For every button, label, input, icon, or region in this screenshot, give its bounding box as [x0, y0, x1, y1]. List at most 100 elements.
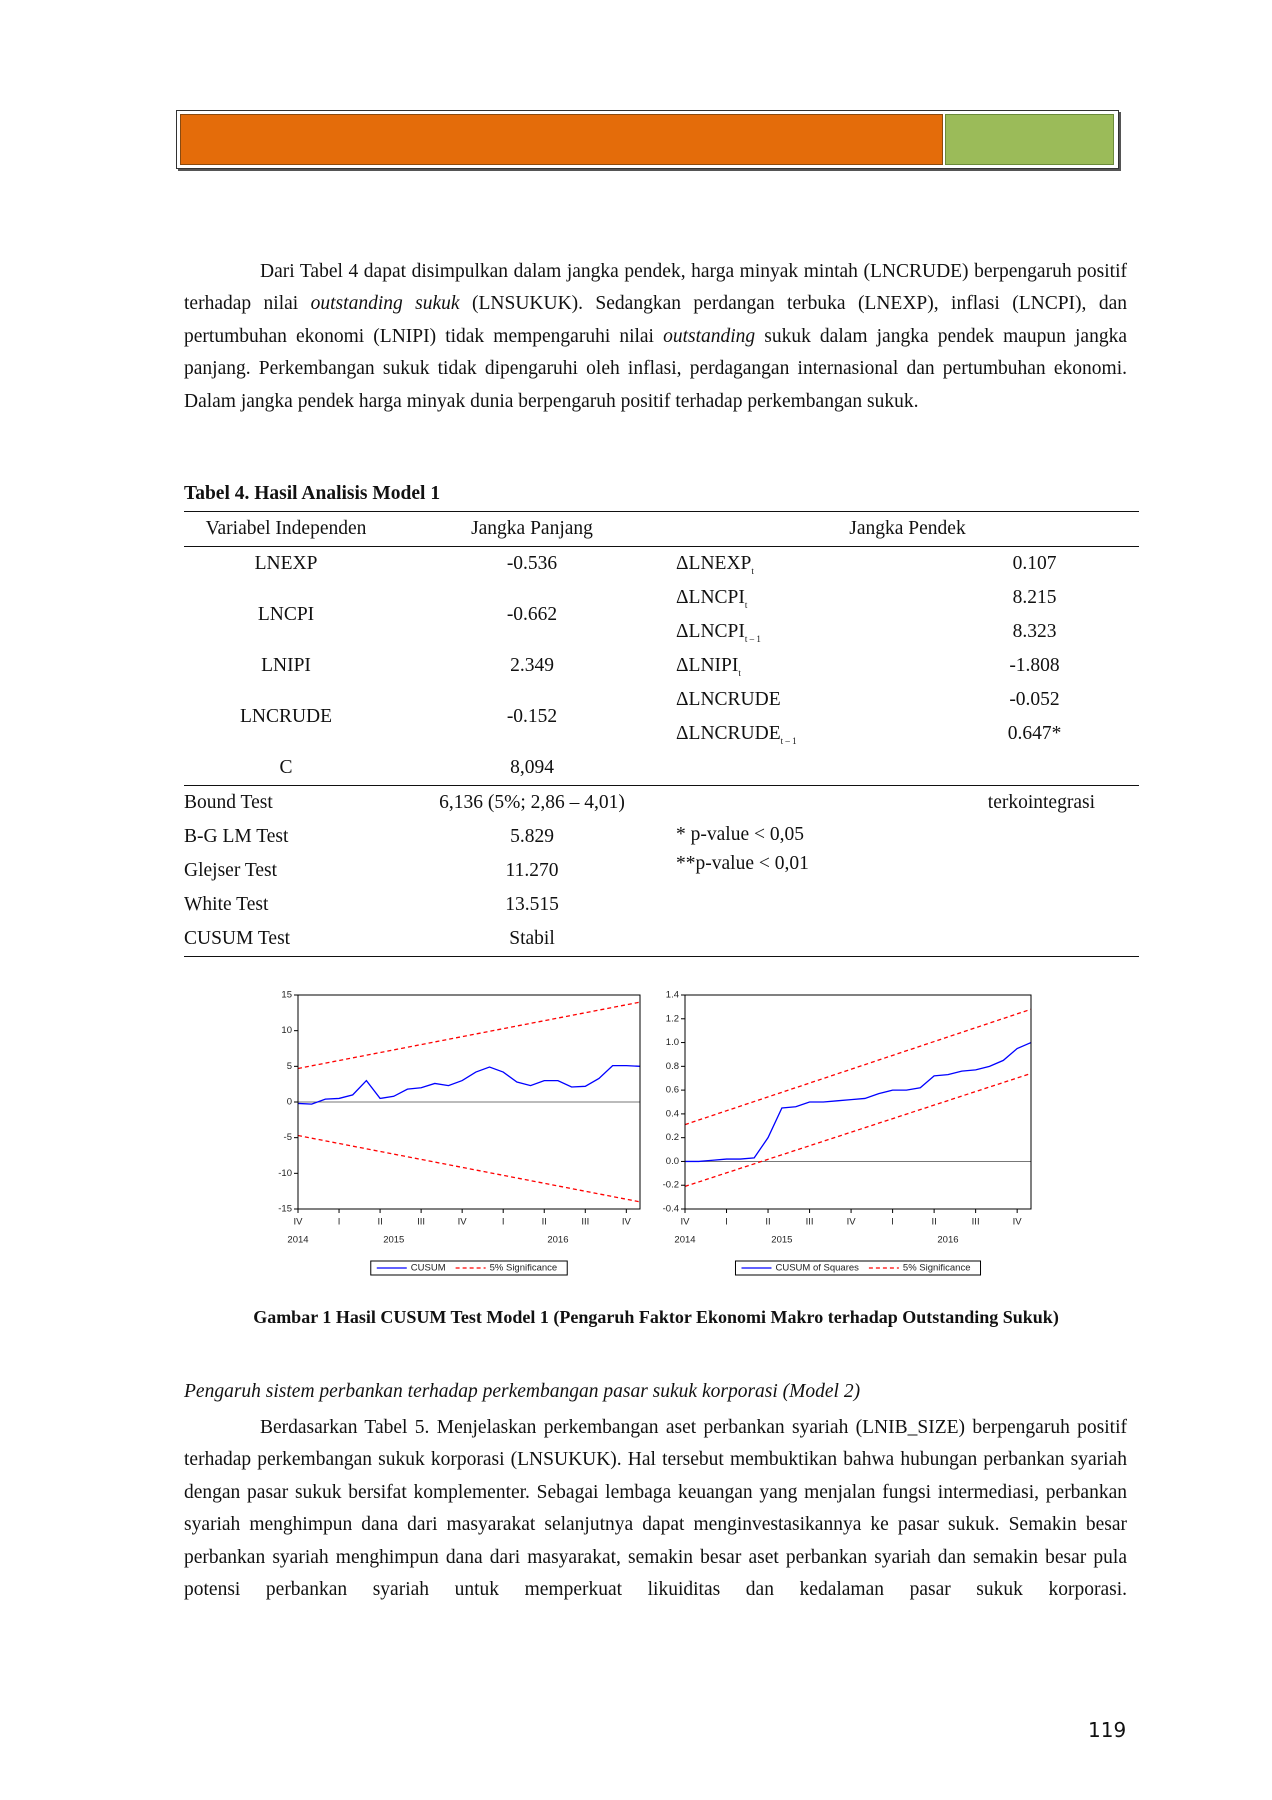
- test-row: B-G LM Test 5.829 * p-value < 0,05 **p-v…: [184, 820, 1139, 874]
- text-run: Berdasarkan Tabel 5. Menjelaskan perkemb…: [184, 1417, 1127, 1601]
- row: LNCPI -0.662 ΔLNCPIt 8.215: [184, 581, 1139, 626]
- empty-cell: [676, 922, 930, 957]
- short-coefficient: -1.808: [1009, 655, 1060, 676]
- y-tick-label: 0: [287, 1097, 292, 1108]
- short-variable-cell: ΔLNCRUDE: [676, 683, 930, 717]
- year-label: 2014: [287, 1235, 308, 1246]
- y-tick-label: -0.4: [663, 1204, 679, 1215]
- header-cell: Jangka Pendek: [849, 518, 966, 539]
- variable: C: [279, 757, 293, 778]
- plot-frame: [684, 994, 1032, 1210]
- test-row: CUSUM Test Stabil: [184, 922, 1139, 957]
- test-value: Stabil: [509, 928, 555, 949]
- figure-caption: Gambar 1 Hasil CUSUM Test Model 1 (Penga…: [253, 1307, 1059, 1327]
- legend-label: 5% Significance: [490, 1263, 558, 1274]
- empty-cell: [930, 888, 1139, 922]
- y-tick-label: 0.4: [666, 1108, 679, 1119]
- variable: LNCPI: [257, 604, 315, 625]
- test-value: 5.829: [510, 826, 554, 847]
- x-tick-label: IV: [847, 1217, 857, 1228]
- legend-box: [734, 1260, 982, 1276]
- year-label: 2014: [674, 1235, 695, 1246]
- short-variable: ΔLNCPI: [676, 586, 745, 608]
- y-tick-label: 1.4: [666, 990, 679, 1001]
- short-coefficient: 8.323: [1012, 621, 1057, 642]
- empty-cell: [676, 888, 930, 922]
- y-tick-label: 0.6: [666, 1085, 679, 1096]
- short-variable-cell: ΔLNCPIt – 1: [676, 615, 930, 649]
- subscript: t – 1: [780, 735, 797, 746]
- short-variable-cell: ΔLNCRUDEt – 1: [676, 717, 930, 751]
- x-tick-label: III: [581, 1217, 589, 1228]
- x-tick-label: III: [417, 1217, 425, 1228]
- page-number: 119: [1088, 1718, 1127, 1742]
- short-coefficient: 8.215: [1012, 587, 1057, 608]
- coefficient: -0.152: [506, 706, 558, 727]
- row: ΔLNCRUDEt – 1 0.647*: [184, 717, 1139, 751]
- short-variable: ΔLNCRUDE: [676, 722, 781, 744]
- row: LNEXP -0.536 ΔLNEXPt 0.107: [184, 547, 1139, 582]
- x-tick-label: II: [765, 1217, 770, 1228]
- short-variable: ΔLNCPI: [676, 620, 745, 642]
- test-row: White Test 13.515: [184, 888, 1139, 922]
- short-coefficient: -0.052: [1009, 689, 1060, 710]
- x-tick-label: II: [542, 1217, 547, 1228]
- note: **p-value < 0,01: [676, 853, 809, 874]
- x-tick-label: I: [891, 1217, 894, 1228]
- text-run: (LNSUKUK). Sedangkan perdangan terbuka (…: [184, 293, 1127, 347]
- variable: LNCRUDE: [239, 706, 333, 727]
- y-tick-label: 15: [281, 990, 292, 1001]
- short-variable-cell: ΔLNCPIt: [676, 581, 930, 615]
- variable: LNEXP: [254, 553, 318, 574]
- series-line: [297, 1001, 641, 1070]
- header-row: Variabel Independen Jangka Panjang Jangk…: [184, 511, 1139, 547]
- series-line: [684, 1008, 1032, 1126]
- y-tick-label: 0.8: [666, 1061, 679, 1072]
- text-run: sukuk dalam jangka pendek maupun jangka …: [184, 325, 1127, 412]
- coefficient: -0.662: [506, 604, 558, 625]
- text-run: Dari Tabel 4 dapat disimpulkan dalam jan…: [184, 261, 1127, 315]
- legend-box: [370, 1260, 568, 1276]
- paragraph: Berdasarkan Tabel 5. Menjelaskan perkemb…: [184, 1412, 1127, 1606]
- short-coefficient: 0.647*: [1007, 723, 1062, 744]
- x-tick-label: III: [806, 1217, 814, 1228]
- test-row: Glejser Test 11.270: [184, 854, 1139, 888]
- text-run: outstanding: [663, 325, 756, 347]
- notes: * p-value < 0,05 **p-value < 0,01: [676, 820, 930, 888]
- y-tick-label: 1.2: [666, 1013, 679, 1024]
- x-tick-label: I: [502, 1217, 505, 1228]
- row: LNIPI 2.349 ΔLNIPIt -1.808: [184, 649, 1139, 683]
- empty-cell: [930, 922, 1139, 957]
- series-line: [684, 1072, 1032, 1188]
- x-tick-label: IV: [1013, 1217, 1023, 1228]
- test-value: 13.515: [505, 894, 559, 915]
- x-tick-label: I: [725, 1217, 728, 1228]
- year-label: 2016: [937, 1235, 958, 1246]
- series-line: [297, 1134, 641, 1203]
- legend: CUSUM 5% Significance: [370, 1260, 568, 1276]
- short-variable: ΔLNEXP: [676, 552, 752, 574]
- y-tick-label: -10: [278, 1168, 292, 1179]
- variable: LNIPI: [261, 655, 311, 676]
- legend-label: CUSUM: [411, 1263, 446, 1274]
- empty-cell: [930, 820, 1139, 854]
- test-row: Bound Test 6,136 (5%; 2,86 – 4,01) terko…: [184, 786, 1139, 821]
- y-tick-label: 5: [287, 1061, 292, 1072]
- x-tick-label: IV: [294, 1217, 304, 1228]
- row: ΔLNCPIt – 1 8.323: [184, 615, 1139, 649]
- test-name: Bound Test: [184, 792, 273, 813]
- legend-label: 5% Significance: [903, 1263, 971, 1274]
- y-tick-label: 0.0: [666, 1156, 679, 1167]
- test-name: CUSUM Test: [184, 928, 291, 949]
- test-name: Glejser Test: [184, 860, 278, 881]
- section-heading: Pengaruh sistem perbankan terhadap perke…: [184, 1381, 861, 1402]
- x-tick-label: IV: [681, 1217, 691, 1228]
- year-label: 2016: [547, 1235, 568, 1246]
- x-tick-label: I: [338, 1217, 341, 1228]
- coefficient: 2.349: [510, 655, 554, 676]
- subscript: t: [738, 667, 741, 678]
- cusum-squares-chart: -0.4-0.20.00.20.40.60.81.01.21.4IV I II III…: [663, 990, 1032, 1276]
- header-bar-orange: [180, 114, 943, 165]
